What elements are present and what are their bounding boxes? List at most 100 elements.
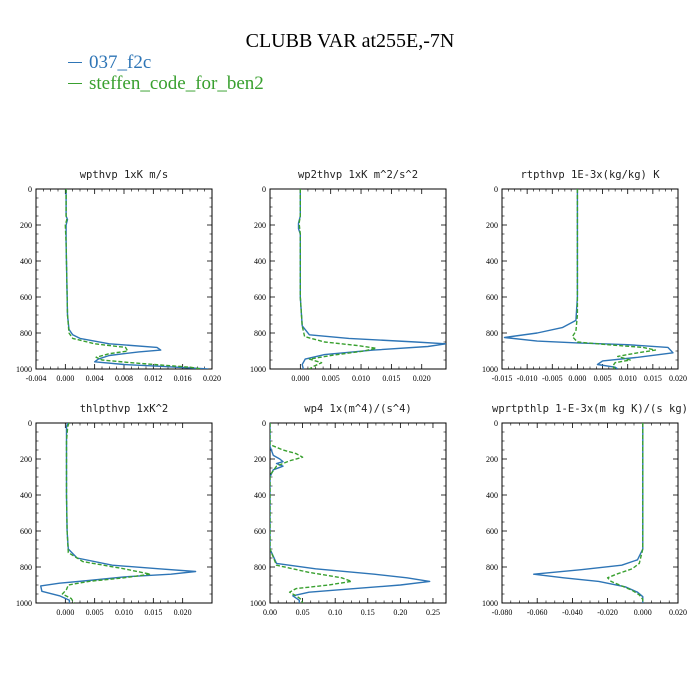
- series-line-1: [297, 189, 446, 369]
- x-tick-label: 0.020: [669, 374, 687, 383]
- x-tick-label: 0.010: [352, 374, 370, 383]
- y-tick-label: 400: [20, 257, 32, 266]
- y-tick-label: 1000: [250, 365, 266, 374]
- x-tick-label: 0.10: [328, 608, 342, 617]
- y-tick-label: 0: [262, 419, 266, 428]
- y-tick-label: 600: [254, 527, 266, 536]
- plot-frame: [35, 422, 213, 604]
- y-tick-label: 0: [494, 419, 498, 428]
- x-tick-label: 0.005: [86, 608, 104, 617]
- y-tick-label: 200: [20, 455, 32, 464]
- y-tick-label: 1000: [482, 365, 498, 374]
- panel-title: wp4 1x(m^4)/(s^4): [304, 403, 411, 415]
- panel-3: rtpthvp 1E-3x(kg/kg) K -0.015 -0.010 -0.005…: [482, 169, 687, 383]
- y-tick-label: 1000: [16, 599, 32, 608]
- y-tick-label: 800: [254, 329, 266, 338]
- legend-label-series-2: steffen_code_for_ben2: [89, 73, 264, 94]
- x-tick-label: 0.020: [174, 608, 192, 617]
- x-tick-label: 0.000: [56, 374, 74, 383]
- x-tick-label: -0.005: [542, 374, 563, 383]
- y-tick-label: 800: [254, 563, 266, 572]
- x-tick-label: 0.000: [291, 374, 309, 383]
- x-tick-label: 0.008: [115, 374, 133, 383]
- series-line-1: [40, 423, 197, 603]
- x-tick-label: -0.010: [517, 374, 538, 383]
- x-tick-label: -0.080: [492, 608, 513, 617]
- figure-title: CLUBB VAR at255E,-7N: [245, 30, 455, 52]
- x-tick-label: -0.060: [527, 608, 548, 617]
- y-tick-label: 800: [486, 329, 498, 338]
- y-tick-label: 600: [20, 293, 32, 302]
- x-tick-label: 0.000: [634, 608, 652, 617]
- y-tick-label: 400: [486, 257, 498, 266]
- legend-entry-series-1: 037_f2c: [68, 52, 264, 73]
- x-tick-label: 0.20: [393, 608, 407, 617]
- panel-1: wpthvp 1xK m/s -0.004 0.000 0.004 0.008 0.012…: [16, 169, 221, 383]
- y-tick-label: 1000: [482, 599, 498, 608]
- panel-title: rtpthvp 1E-3x(kg/kg) K: [520, 169, 660, 181]
- series-line-2: [270, 423, 353, 603]
- series-line-2: [606, 423, 644, 603]
- x-tick-label: -0.015: [492, 374, 513, 383]
- y-tick-label: 1000: [16, 365, 32, 374]
- y-tick-label: 600: [486, 527, 498, 536]
- x-tick-label: 0.010: [619, 374, 637, 383]
- x-tick-label: 0.15: [361, 608, 375, 617]
- y-tick-label: 400: [254, 257, 266, 266]
- x-tick-label: 0.015: [382, 374, 400, 383]
- panel-5: wp4 1x(m^4)/(s^4) 0.00 0.05 0.10 0.15 0.20 0.2…: [250, 403, 447, 617]
- y-tick-label: 800: [486, 563, 498, 572]
- panel-title: wpthvp 1xK m/s: [80, 169, 169, 181]
- x-tick-label: 0.020: [203, 374, 221, 383]
- x-tick-label: 0.015: [644, 374, 662, 383]
- x-tick-label: -0.040: [562, 608, 583, 617]
- x-tick-label: 0.000: [568, 374, 586, 383]
- y-tick-label: 0: [28, 419, 32, 428]
- y-tick-label: 200: [254, 455, 266, 464]
- x-tick-label: 0.012: [144, 374, 162, 383]
- plot-frame: [269, 422, 447, 604]
- y-tick-label: 800: [20, 329, 32, 338]
- x-tick-label: 0.25: [426, 608, 440, 617]
- x-tick-label: 0.016: [174, 374, 192, 383]
- legend-entry-series-2: steffen_code_for_ben2: [68, 73, 264, 94]
- y-tick-label: 200: [254, 221, 266, 230]
- panel-title: wp2thvp 1xK m^2/s^2: [298, 169, 418, 181]
- x-tick-label: 0.00: [263, 608, 277, 617]
- plot-frame: [35, 188, 213, 370]
- x-tick-label: 0.020: [669, 608, 687, 617]
- series-line-2: [571, 189, 657, 369]
- legend-swatch-series-2: [68, 83, 82, 84]
- x-tick-label: 0.005: [594, 374, 612, 383]
- y-tick-label: 200: [20, 221, 32, 230]
- y-tick-label: 0: [28, 185, 32, 194]
- plot-frame: [501, 188, 679, 370]
- y-tick-label: 600: [486, 293, 498, 302]
- y-tick-label: 400: [254, 491, 266, 500]
- y-tick-label: 0: [262, 185, 266, 194]
- series-line-2: [64, 189, 202, 369]
- y-tick-label: 800: [20, 563, 32, 572]
- x-tick-label: 0.005: [322, 374, 340, 383]
- y-tick-label: 0: [494, 185, 498, 194]
- y-tick-label: 1000: [250, 599, 266, 608]
- series-line-2: [61, 423, 152, 603]
- series-line-1: [270, 423, 431, 603]
- plot-frame: [501, 422, 679, 604]
- x-tick-label: -0.004: [26, 374, 47, 383]
- y-tick-label: 200: [486, 221, 498, 230]
- x-tick-label: 0.020: [413, 374, 431, 383]
- x-tick-label: 0.05: [296, 608, 310, 617]
- panel-title: thlpthvp 1xK^2: [80, 403, 169, 415]
- x-tick-label: -0.020: [597, 608, 618, 617]
- y-tick-label: 400: [486, 491, 498, 500]
- y-tick-label: 200: [486, 455, 498, 464]
- x-tick-label: 0.004: [86, 374, 104, 383]
- legend-label-series-1: 037_f2c: [89, 52, 152, 73]
- series-line-1: [503, 189, 674, 369]
- panel-6: wprtpthlp 1-E-3x(m kg K)/(s kg) -0.080 -0.…: [482, 403, 688, 617]
- y-tick-label: 600: [20, 527, 32, 536]
- panel-4: thlpthvp 1xK^2 0.000 0.005 0.010 0.015 0.020 0…: [16, 403, 213, 617]
- x-tick-label: 0.015: [144, 608, 162, 617]
